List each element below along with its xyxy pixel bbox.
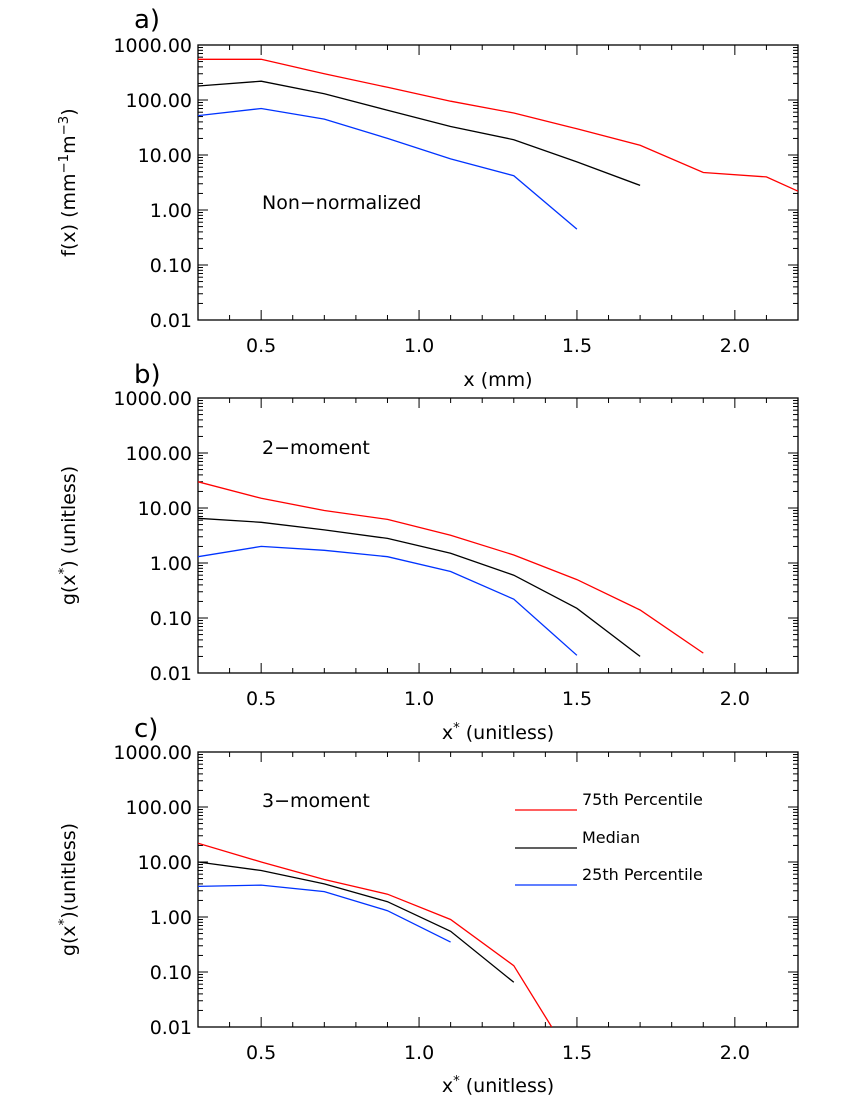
y-tick-label: 100.00 xyxy=(126,90,192,112)
x-axis-title: x* (unitless) xyxy=(442,721,554,745)
legend-label: 75th Percentile xyxy=(582,790,703,809)
y-tick-label: 1000.00 xyxy=(113,388,192,410)
series-line-25th-percentile xyxy=(198,884,451,943)
series-line-75th-percentile xyxy=(198,842,553,1027)
panel-label: a) xyxy=(134,5,160,35)
panel-b: 0.01 0.10 1.00 10.00 100.00 1000.00 0.5 1.0 1.5 2… xyxy=(57,360,799,744)
x-tick-label: 1.0 xyxy=(404,335,434,357)
x-tick-label: 0.5 xyxy=(246,688,276,710)
legend-label: 25th Percentile xyxy=(582,865,703,884)
panel-annotation: 2−moment xyxy=(262,437,370,459)
panel-c: 0.01 0.10 1.00 10.00 100.00 1000.00 0.5 1.0 1.5 2… xyxy=(57,714,799,1097)
series-line-median xyxy=(198,861,515,983)
y-tick-label: 0.01 xyxy=(150,310,192,332)
panel-label: b) xyxy=(134,360,161,390)
x-axis-title: x* (unitless) xyxy=(442,1074,554,1098)
y-axis-title: g(x*)(unitless) xyxy=(57,823,81,956)
y-tick-label: 0.01 xyxy=(150,663,192,685)
x-tick-label: 1.0 xyxy=(404,1042,434,1064)
y-tick-label: 0.10 xyxy=(150,255,192,277)
plot-frame xyxy=(197,751,799,1028)
legend: 75th Percentile Median 25th Percentile xyxy=(515,790,703,886)
y-tick-label: 1.00 xyxy=(150,200,192,222)
panel-annotation: Non−normalized xyxy=(262,192,421,214)
y-axis-title: f(x) (mm−1m−3) xyxy=(57,108,81,256)
panel-annotation: 3−moment xyxy=(262,790,370,812)
y-tick-label: 10.00 xyxy=(138,852,192,874)
x-axis-title: x (mm) xyxy=(463,369,532,391)
x-tick-label: 1.5 xyxy=(562,335,592,357)
y-tick-label: 1000.00 xyxy=(113,35,192,57)
x-tick-label: 0.5 xyxy=(246,335,276,357)
y-tick-label: 1000.00 xyxy=(113,742,192,764)
y-tick-label: 100.00 xyxy=(126,797,192,819)
series-line-25th-percentile xyxy=(198,107,578,230)
x-tick-label: 1.5 xyxy=(562,1042,592,1064)
y-tick-label: 10.00 xyxy=(138,145,192,167)
series-line-25th-percentile xyxy=(198,545,578,656)
series-line-75th-percentile xyxy=(198,481,704,654)
panel-a: 0.01 0.10 1.00 10.00 100.00 1000.00 0.5 1.0 1.5 2… xyxy=(57,5,799,391)
y-tick-label: 1.00 xyxy=(150,907,192,929)
y-tick-label: 10.00 xyxy=(138,498,192,520)
y-tick-label: 0.01 xyxy=(150,1017,192,1039)
x-tick-label: 2.0 xyxy=(720,688,750,710)
x-tick-label: 1.5 xyxy=(562,688,592,710)
y-tick-label: 0.10 xyxy=(150,962,192,984)
plot-frame xyxy=(197,44,799,321)
legend-label: Median xyxy=(582,828,640,847)
x-tick-label: 2.0 xyxy=(720,1042,750,1064)
plot-frame xyxy=(197,397,799,674)
x-tick-label: 0.5 xyxy=(246,1042,276,1064)
y-tick-label: 1.00 xyxy=(150,553,192,575)
series-line-median xyxy=(198,80,641,187)
y-axis-title: g(x*) (unitless) xyxy=(57,466,81,605)
y-tick-label: 100.00 xyxy=(126,443,192,465)
series-line-median xyxy=(198,517,641,657)
panel-label: c) xyxy=(134,714,158,744)
x-tick-label: 2.0 xyxy=(720,335,750,357)
x-tick-label: 1.0 xyxy=(404,688,434,710)
y-tick-label: 0.10 xyxy=(150,608,192,630)
series-line-75th-percentile xyxy=(198,58,798,192)
